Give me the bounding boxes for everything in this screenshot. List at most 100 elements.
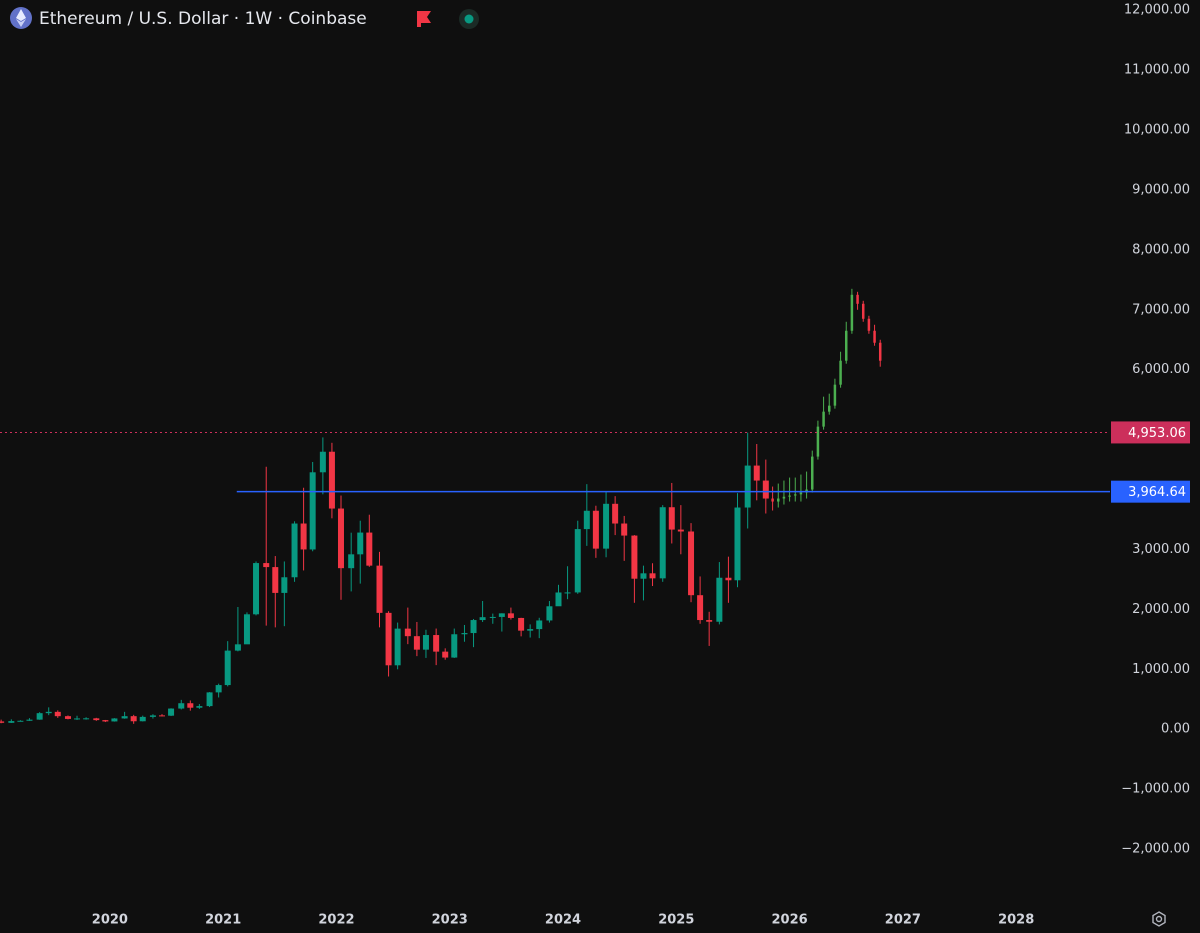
candle-body (348, 554, 355, 569)
candle-body (309, 472, 316, 550)
candle-body (224, 650, 231, 686)
candle-body (442, 651, 449, 658)
y-tick-label: 1,000.00 (1132, 662, 1190, 677)
candle-body (111, 718, 118, 722)
candle-body (706, 620, 713, 622)
candle-body (850, 294, 854, 331)
status-dot (464, 14, 474, 24)
candle-body (612, 503, 619, 524)
candle-body (130, 716, 137, 722)
candle-body (17, 720, 24, 722)
level-label: 4,953.06 (1128, 426, 1186, 441)
flag-icon[interactable] (417, 11, 431, 27)
candle-body (253, 563, 260, 615)
candle-body (867, 318, 871, 331)
candle-body (215, 685, 222, 693)
candle-body (26, 719, 33, 721)
y-tick-label: −2,000.00 (1121, 842, 1190, 857)
candle-body (404, 628, 411, 637)
candle-body (816, 426, 820, 457)
x-tick-label: 2022 (318, 913, 354, 928)
candle-body (45, 711, 52, 714)
candle-body (0, 721, 5, 723)
candle-body (536, 620, 543, 630)
candle-body (822, 411, 825, 427)
candle-body (93, 718, 100, 721)
candle-body (592, 510, 599, 549)
settings-icon[interactable] (1152, 911, 1166, 927)
candle-body (36, 713, 43, 720)
candle-body (688, 531, 695, 596)
candle-body (555, 592, 562, 607)
x-tick-label: 2027 (885, 913, 921, 928)
y-tick-label: 0.00 (1161, 722, 1190, 737)
candle-body (839, 360, 842, 385)
candle-body (564, 592, 571, 594)
candle-body (518, 617, 525, 631)
chart-title[interactable]: Ethereum / U.S. Dollar · 1W · Coinbase (39, 9, 367, 29)
candle-body (385, 612, 392, 666)
candle-body (873, 330, 876, 343)
plot (0, 288, 882, 724)
candle-body (716, 577, 723, 622)
candle-body (83, 718, 90, 720)
candle-body (64, 716, 71, 719)
candle-body (603, 503, 610, 549)
x-tick-label: 2028 (998, 913, 1034, 928)
y-tick-label: 6,000.00 (1132, 362, 1190, 377)
candle-body (507, 613, 514, 618)
y-tick-label: 7,000.00 (1132, 302, 1190, 317)
candle-body (734, 507, 741, 581)
candle-body (794, 494, 797, 496)
candle-body (771, 498, 774, 502)
y-tick-label: −1,000.00 (1121, 782, 1190, 797)
candle-body (196, 706, 203, 708)
candle-body (168, 708, 175, 716)
candle-body (762, 480, 769, 499)
x-tick-label: 2026 (772, 913, 808, 928)
candle-body (366, 532, 373, 566)
y-tick-label: 2,000.00 (1132, 602, 1190, 617)
x-tick-label: 2025 (658, 913, 694, 928)
candle-body (394, 628, 401, 666)
candle-body (102, 720, 109, 722)
candle-body (319, 451, 326, 473)
level-label: 3,964.64 (1128, 485, 1186, 500)
candle-body (878, 342, 882, 361)
y-tick-label: 9,000.00 (1132, 182, 1190, 197)
candle-body (583, 510, 590, 530)
candle-body (753, 465, 760, 481)
candle-body (281, 577, 288, 593)
candle-body (272, 567, 279, 593)
candle-body (811, 456, 814, 490)
candle-body (777, 498, 780, 502)
candle-body (489, 616, 496, 618)
candle-body (376, 565, 383, 613)
candle-body (422, 635, 429, 650)
candle-body (337, 508, 344, 569)
candle-body (413, 636, 420, 650)
candle-body (139, 716, 146, 722)
candle-body (677, 529, 684, 532)
candle-body (263, 563, 270, 568)
candle-body (621, 523, 628, 536)
candle-body (8, 721, 15, 723)
x-tick-label: 2021 (205, 913, 241, 928)
level-label-box (1111, 421, 1190, 444)
candle-body (357, 532, 364, 555)
candle-body (725, 577, 732, 581)
candle-body (827, 405, 831, 412)
candle-body (433, 635, 440, 652)
candle-body (844, 330, 848, 361)
candle-body (546, 606, 553, 621)
y-tick-label: 10,000.00 (1124, 123, 1190, 138)
candle-body (479, 617, 486, 621)
candle-body (158, 715, 165, 717)
candle-body (234, 644, 241, 651)
candle-body (574, 529, 581, 593)
candle-body (631, 535, 638, 579)
candle-body (527, 629, 534, 631)
